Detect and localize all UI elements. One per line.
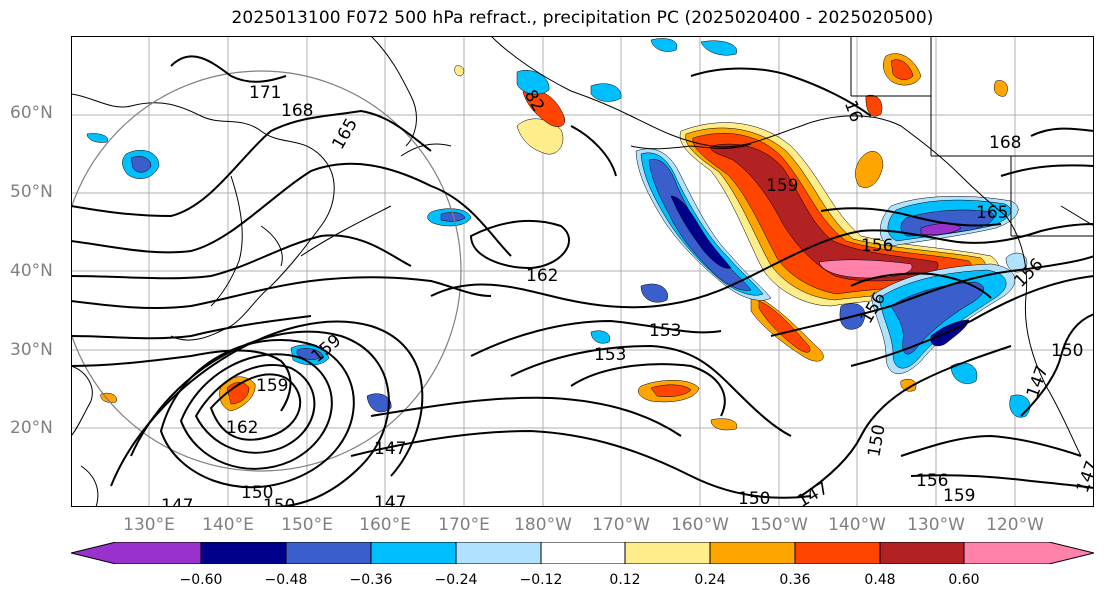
lon-label: 170°W [592,515,650,535]
colorbar-tick-label: 0.24 [694,572,726,588]
colorbar-segment [625,542,710,564]
colorbar [71,542,1094,564]
lon-label: 160°E [359,515,411,535]
lon-label: 150°W [750,515,808,535]
map-panel [71,36,1094,507]
lon-label: 170°E [438,515,490,535]
colorbar-tick-label: −0.48 [264,572,308,588]
lon-label: 150°E [281,515,333,535]
colorbar-tick-label: −0.36 [349,572,393,588]
lon-label: 120°W [986,515,1044,535]
radius-circle [71,70,462,472]
colorbar-tick-label: 0.48 [864,572,896,588]
lat-label: 30°N [10,340,53,360]
colorbar-segment [201,542,286,564]
map-title: 2025013100 F072 500 hPa refract., precip… [231,8,934,28]
colorbar-tick-label: 0.60 [948,572,980,588]
lat-label: 50°N [10,182,53,202]
colorbar-segment [541,542,625,564]
colorbar-segment [964,542,1094,564]
lon-label: 180°W [514,515,572,535]
contours [71,55,1094,507]
coastlines [71,36,1094,507]
lon-label: 130°W [907,515,965,535]
colorbar-tick-label: 0.12 [609,572,641,588]
lat-label: 60°N [10,103,53,123]
lat-label: 40°N [10,261,53,281]
colorbar-segment [71,542,201,564]
colorbar-tick-label: 0.36 [779,572,811,588]
colorbar-segment [456,542,541,564]
colorbar-tick-label: −0.24 [434,572,478,588]
colorbar-tick-label: −0.60 [179,572,223,588]
colorbar-tick-label: −0.12 [519,572,563,588]
lon-label: 160°W [671,515,729,535]
colorbar-segment [795,542,880,564]
colorbar-segment [710,542,795,564]
lon-label: 140°E [202,515,254,535]
colorbar-segment [286,542,371,564]
lat-label: 20°N [10,418,53,438]
precip-positive [100,53,1008,431]
colorbar-segment [880,542,964,564]
colorbar-segment [371,542,456,564]
lon-label: 140°W [828,515,886,535]
lon-label: 130°E [123,515,175,535]
